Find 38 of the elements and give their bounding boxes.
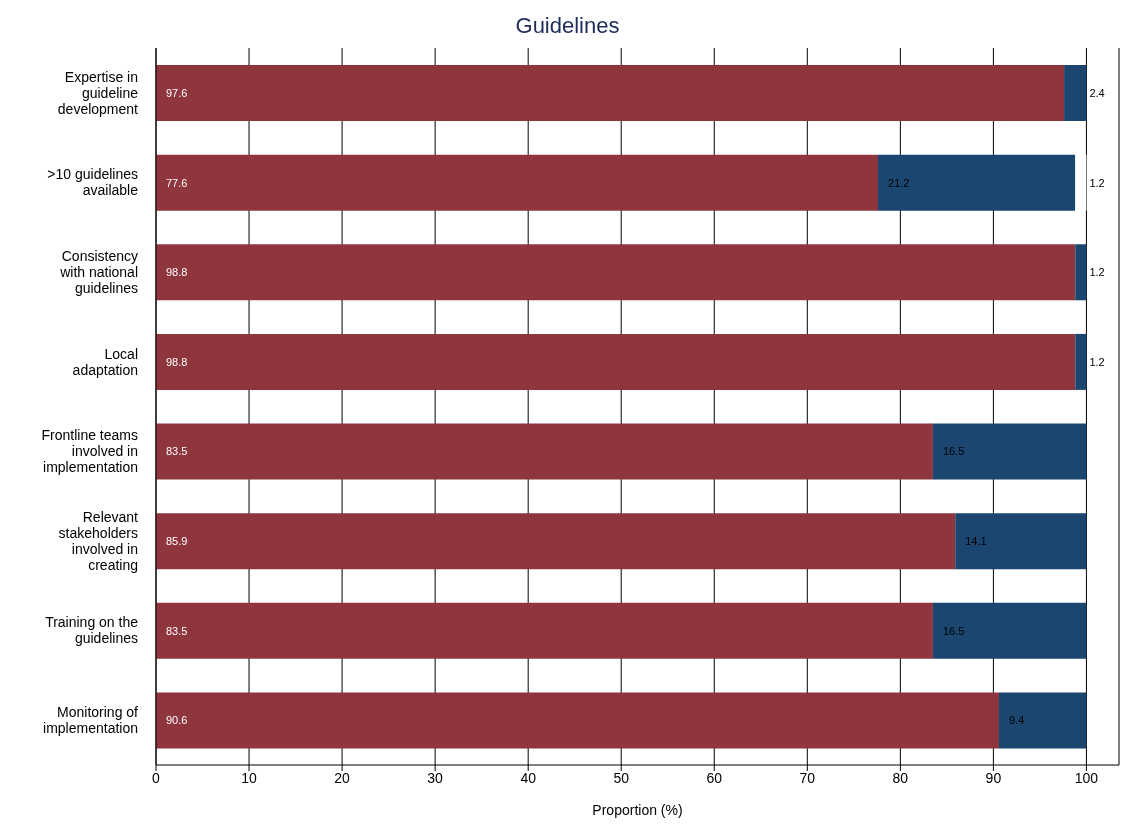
data-label: 77.6 <box>166 176 188 189</box>
x-axis-title: Proportion (%) <box>592 802 683 818</box>
data-label: 83.5 <box>166 624 188 637</box>
x-tick-label: 90 <box>985 769 1002 786</box>
data-label: 97.6 <box>166 86 188 99</box>
y-tick-label: Relevant stakeholders involved in creating <box>58 508 139 573</box>
y-tick-label: Local adaptation <box>72 345 138 378</box>
data-label: 98.8 <box>166 355 188 368</box>
x-tick-label: 70 <box>799 769 816 786</box>
chart-title: Guidelines <box>514 12 621 40</box>
data-label: 1.2 <box>1089 176 1105 189</box>
data-label: 14.1 <box>965 535 987 547</box>
data-label: 85.9 <box>166 535 188 547</box>
x-tick-label: 30 <box>427 769 444 786</box>
data-label: 90.6 <box>166 714 188 727</box>
x-tick-label: 0 <box>152 769 161 786</box>
x-tick-label: 40 <box>520 769 537 786</box>
x-tick-label: 50 <box>613 769 630 786</box>
data-label: 16.5 <box>942 624 965 637</box>
x-tick-label: 60 <box>706 769 723 786</box>
y-tick-label: Frontline teams involved in implementation <box>41 427 138 476</box>
data-label: 21.2 <box>888 176 910 189</box>
data-label: 16.5 <box>942 445 965 458</box>
y-tick-label: >10 guidelines available <box>47 166 139 199</box>
y-tick-label: Training on the guidelines <box>45 614 139 647</box>
y-tick-label: Monitoring of implementation <box>43 704 139 737</box>
data-label: 1.2 <box>1089 266 1105 279</box>
y-tick-label: Expertise in guideline development <box>57 68 139 117</box>
y-tick-label: Consistency with national guidelines <box>59 247 138 296</box>
data-label: 98.8 <box>166 266 188 279</box>
x-tick-label: 20 <box>334 769 351 786</box>
x-tick-label: 100 <box>1074 769 1099 786</box>
data-label: 9.4 <box>1008 714 1025 727</box>
x-tick-label: 80 <box>892 769 909 786</box>
data-label: 83.5 <box>166 445 188 458</box>
x-tick-label: 10 <box>241 769 258 786</box>
data-label: 1.2 <box>1089 355 1105 368</box>
data-label: 2.4 <box>1089 86 1105 99</box>
